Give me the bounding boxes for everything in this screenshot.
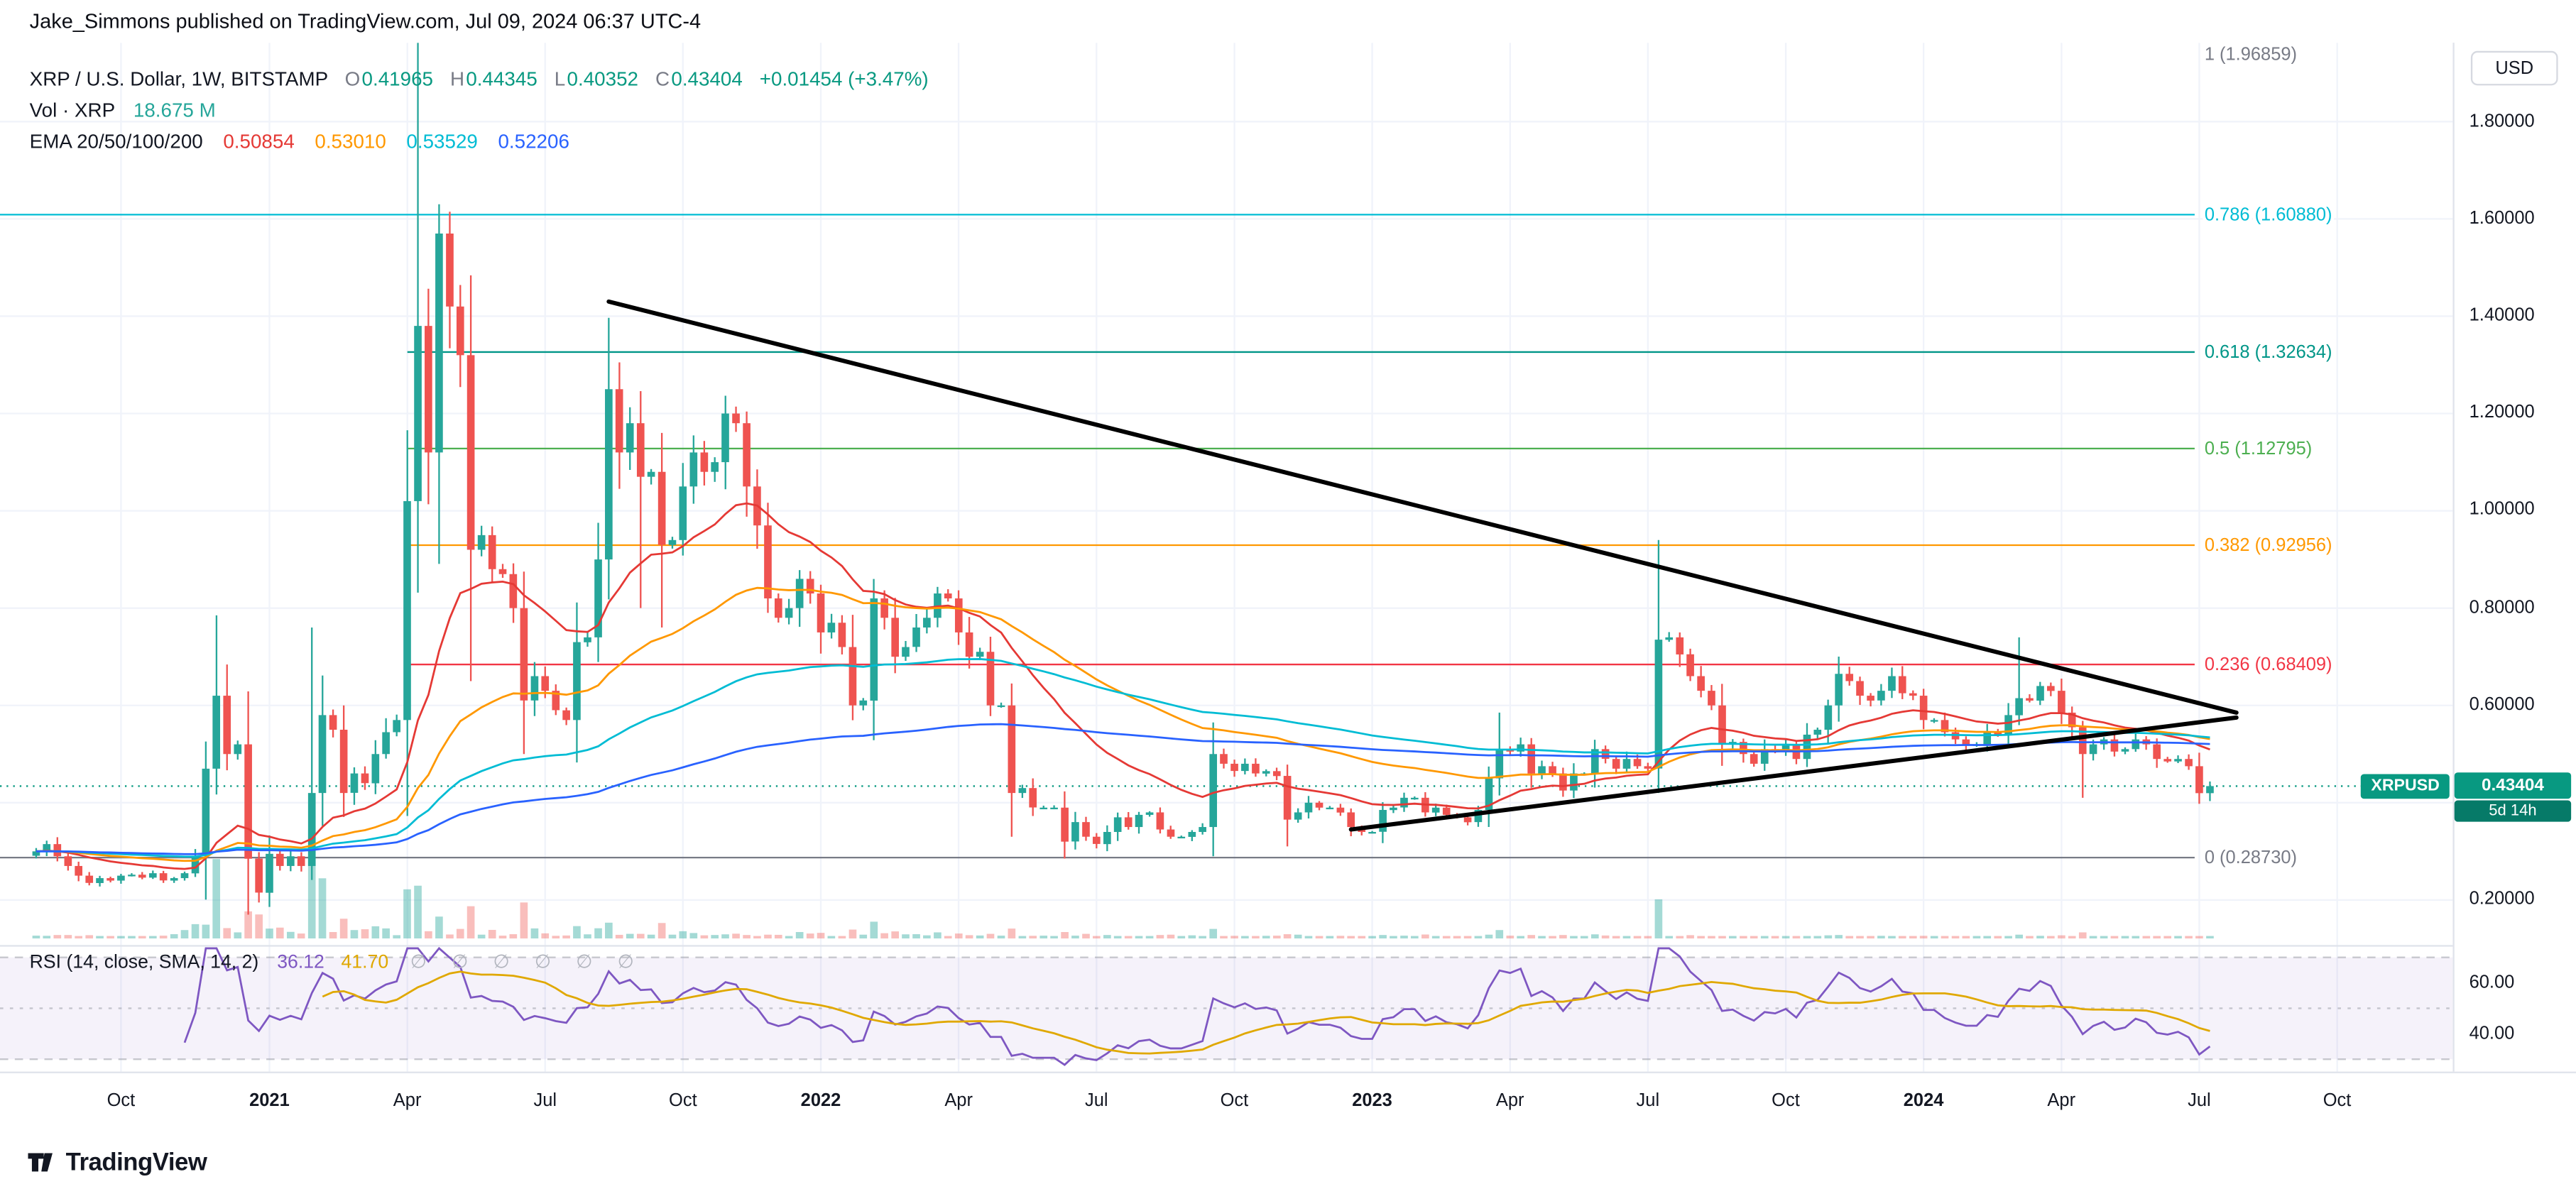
ema200-value: 0.52206 <box>498 129 569 153</box>
tradingview-logo-icon[interactable] <box>26 1149 54 1177</box>
time-axis-tick: Oct <box>1220 1091 1249 1112</box>
time-axis-tick: Jul <box>1085 1091 1108 1112</box>
open-label: O <box>344 67 361 91</box>
open-value: 0.41965 <box>361 67 434 91</box>
fib-retracement-lines[interactable] <box>0 214 2195 859</box>
tradingview-logo-text[interactable]: TradingView <box>65 1149 207 1178</box>
ticker-price-flag: XRPUSD <box>2361 774 2450 799</box>
close-value: 0.43404 <box>671 67 743 91</box>
candlesticks <box>32 43 2214 915</box>
time-axis-tick: 2023 <box>1352 1091 1392 1112</box>
svg-text:1 (1.96859): 1 (1.96859) <box>2205 45 2297 65</box>
footer-bar: TradingView <box>0 1137 2576 1189</box>
rsi-sma-line <box>322 970 2210 1055</box>
time-axis-tick: Oct <box>669 1091 697 1112</box>
gridlines <box>0 43 2453 1072</box>
rsi-axis-tick: 60.00 <box>2469 972 2515 992</box>
price-axis-tick: 1.40000 <box>2469 305 2535 326</box>
svg-text:0.382 (0.92956): 0.382 (0.92956) <box>2205 535 2332 555</box>
price-axis-tick: 0.20000 <box>2469 889 2535 909</box>
ema-200-line <box>36 723 2210 855</box>
rsi-legend: RSI (14, close, SMA, 14, 2) 36.12 41.70 … <box>29 950 644 973</box>
rsi-axis-tick: 40.00 <box>2469 1023 2515 1043</box>
price-axis-tick: 1.00000 <box>2469 500 2535 520</box>
svg-text:0.786 (1.60880): 0.786 (1.60880) <box>2205 204 2332 224</box>
time-axis-tick: Apr <box>944 1091 973 1112</box>
low-value: 0.40352 <box>567 67 639 91</box>
volume-value: 18.675 M <box>133 98 216 122</box>
time-axis-tick: Oct <box>107 1091 136 1112</box>
time-axis-tick: Oct <box>2323 1091 2352 1112</box>
symbol-legend-row: XRP / U.S. Dollar, 1W, BITSTAMP O 0.41965… <box>30 64 929 95</box>
ema-legend-row: EMA 20/50/100/200 0.50854 0.53010 0.5352… <box>30 126 929 158</box>
time-axis-tick: Apr <box>393 1091 422 1112</box>
bar-countdown-badge: 5d 14h <box>2454 800 2572 822</box>
time-axis-tick: 2022 <box>800 1091 841 1112</box>
ema-20-line <box>36 502 2210 870</box>
attribution-text: Jake_Simmons published on TradingView.co… <box>29 9 702 33</box>
pane-separator[interactable] <box>0 945 2576 947</box>
ema50-value: 0.53010 <box>315 129 386 153</box>
high-value: 0.44345 <box>466 67 537 91</box>
time-axis-tick: Jul <box>2188 1091 2211 1112</box>
time-axis-tick: Apr <box>2047 1091 2076 1112</box>
price-axis-tick: 1.60000 <box>2469 208 2535 229</box>
attribution-bar: Jake_Simmons published on TradingView.co… <box>0 0 2576 43</box>
low-label: L <box>554 67 566 91</box>
trendline-lower[interactable] <box>1348 715 2239 832</box>
price-axis-tick: 1.20000 <box>2469 402 2535 423</box>
rsi-value: 36.12 <box>277 953 324 973</box>
svg-text:0.618 (1.32634): 0.618 (1.32634) <box>2205 342 2332 362</box>
rsi-line <box>183 946 2211 1066</box>
chart-legend: XRP / U.S. Dollar, 1W, BITSTAMP O 0.41965… <box>30 64 929 158</box>
rsi-title[interactable]: RSI (14, close, SMA, 14, 2) <box>29 953 259 973</box>
rsi-sma-value: 41.70 <box>341 953 389 973</box>
volume-label[interactable]: Vol · XRP <box>29 98 115 122</box>
last-price-badge: 0.43404 <box>2454 772 2572 799</box>
chart-canvas[interactable]: 1 (1.96859) 0.786 (1.60880) 0.618 (1.32634… <box>0 43 2453 1072</box>
price-axis-tick: 0.80000 <box>2469 597 2535 618</box>
currency-toggle-button[interactable]: USD <box>2470 50 2558 86</box>
svg-text:0.236 (0.68409): 0.236 (0.68409) <box>2205 654 2332 674</box>
price-axis-tick: 0.60000 <box>2469 694 2535 715</box>
time-axis-tick: Jul <box>533 1091 557 1112</box>
ema100-value: 0.53529 <box>406 129 478 153</box>
time-axis-tick: Oct <box>1772 1091 1800 1112</box>
close-label: C <box>655 67 670 91</box>
change-value: +0.01454 (+3.47%) <box>759 67 929 91</box>
price-axis-tick: 1.80000 <box>2469 111 2535 131</box>
svg-text:0.5 (1.12795): 0.5 (1.12795) <box>2205 439 2312 459</box>
volume-bars <box>32 830 2214 939</box>
symbol-title[interactable]: XRP / U.S. Dollar, 1W, BITSTAMP <box>29 67 328 91</box>
time-axis-tick: Jul <box>1636 1091 1660 1112</box>
high-label: H <box>449 67 465 91</box>
rsi-plot <box>0 946 2453 1066</box>
volume-legend-row: Vol · XRP 18.675 M <box>30 95 929 126</box>
ema20-value: 0.50854 <box>223 129 295 153</box>
ema-label[interactable]: EMA 20/50/100/200 <box>29 129 203 153</box>
ema-50-line <box>36 586 2210 862</box>
time-axis[interactable]: Oct 2021 Apr Jul Oct 2022 Apr Jul Oct 2023 Apr Jul O… <box>0 1071 2576 1139</box>
time-axis-tick: Apr <box>1495 1091 1524 1112</box>
fib-labels: 1 (1.96859) 0.786 (1.60880) 0.618 (1.32634… <box>2201 43 2335 871</box>
trendline-upper[interactable] <box>606 299 2239 715</box>
price-axis[interactable]: 1.80000 1.60000 1.40000 1.20000 1.00000 0.800… <box>2452 43 2576 1072</box>
chart-area[interactable]: 1 (1.96859) 0.786 (1.60880) 0.618 (1.32634… <box>0 43 2576 1139</box>
time-axis-tick: 2021 <box>249 1091 290 1112</box>
ema-100-line <box>36 658 2210 858</box>
time-axis-tick: 2024 <box>1903 1091 1944 1112</box>
svg-text:0 (0.28730): 0 (0.28730) <box>2205 848 2297 867</box>
rsi-hidden-values: ∅ ∅ ∅ ∅ ∅ ∅ <box>410 953 644 973</box>
